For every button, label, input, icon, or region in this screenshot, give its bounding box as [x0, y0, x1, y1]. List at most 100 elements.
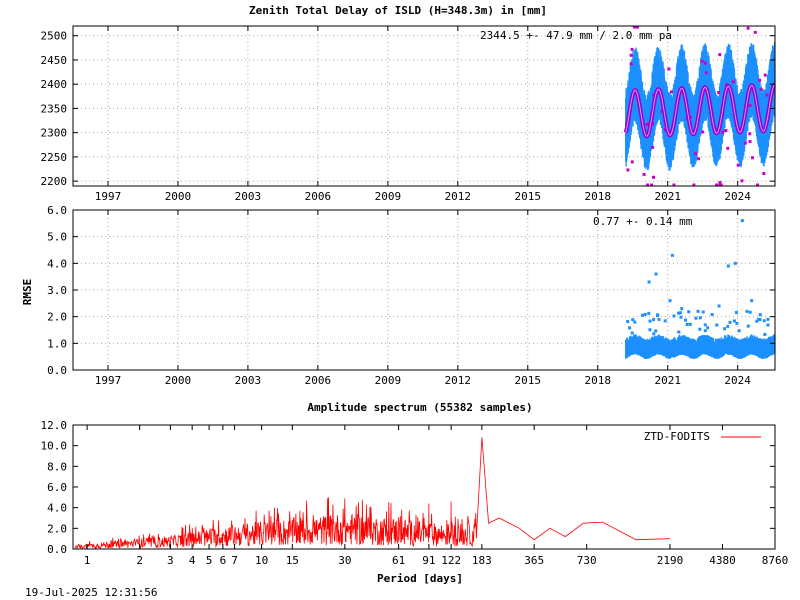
ztd-outlier-mark: [652, 175, 656, 179]
x-tick-label: 2024: [724, 190, 751, 203]
rmse-ylabel: RMSE: [21, 279, 34, 306]
rmse-scatter-mark: [677, 311, 681, 315]
x-tick-label: 2003: [235, 190, 262, 203]
rmse-outlier-mark: [757, 317, 761, 321]
y-tick-label: 4.0: [47, 502, 67, 515]
rmse-outlier-mark: [733, 261, 737, 265]
rmse-scatter-mark: [701, 310, 705, 314]
x-tick-label: 2006: [305, 374, 332, 387]
spectrum-title: Amplitude spectrum (55382 samples): [307, 401, 532, 414]
ztd-outlier-mark: [650, 183, 654, 187]
ztd-outlier-mark: [748, 132, 752, 136]
x-tick-label: 2009: [375, 374, 402, 387]
x-tick-label: 2003: [235, 374, 262, 387]
ztd-outlier-mark: [701, 130, 705, 134]
ztd-outlier-mark: [746, 26, 750, 30]
rmse-scatter-mark: [715, 323, 719, 327]
ztd-outlier-mark: [765, 93, 769, 97]
ztd-outlier-mark: [672, 183, 676, 187]
x-tick-label: 2015: [515, 374, 542, 387]
ztd-outlier-mark: [629, 53, 633, 57]
y-tick-label: 2300: [41, 127, 68, 140]
rmse-scatter-mark: [755, 319, 759, 323]
y-tick-label: 6.0: [47, 481, 67, 494]
ztd-outlier-mark: [759, 88, 763, 92]
x-tick-label: 2018: [585, 190, 612, 203]
y-tick-label: 12.0: [41, 419, 68, 432]
ztd-outlier-mark: [758, 78, 762, 82]
x-tick-label: 365: [524, 554, 544, 567]
ztd-annotation: 2344.5 +- 47.9 mm / 2.0 mm pa: [480, 29, 672, 42]
x-tick-label: 2018: [585, 374, 612, 387]
x-tick-label: 30: [338, 554, 351, 567]
x-tick-label: 2021: [654, 190, 681, 203]
spectrum-xlabel: Period [days]: [377, 572, 463, 585]
ztd-outlier-mark: [763, 73, 767, 77]
rmse-scatter-mark: [626, 320, 630, 324]
y-tick-label: 2200: [41, 175, 68, 188]
rmse-outlier-mark: [670, 253, 674, 257]
y-tick-label: 2.0: [47, 522, 67, 535]
ztd-outlier-mark: [704, 71, 708, 75]
rmse-scatter-mark: [663, 319, 667, 323]
rmse-outlier-mark: [668, 299, 672, 303]
rmse-scatter-mark: [698, 327, 702, 331]
rmse-scatter-mark: [654, 329, 658, 333]
rmse-scatter-mark: [648, 328, 652, 332]
rmse-scatter-mark: [728, 320, 732, 324]
x-tick-label: 6: [220, 554, 227, 567]
ztd-outlier-mark: [667, 67, 671, 71]
ztd-outlier-mark: [718, 180, 722, 184]
ztd-outlier-mark: [748, 140, 752, 144]
x-tick-label: 2012: [445, 374, 472, 387]
rmse-scatter-mark: [688, 322, 692, 326]
y-tick-label: 5.0: [47, 231, 67, 244]
rmse-scatter-mark: [685, 322, 689, 326]
rmse-scatter-mark: [630, 331, 634, 335]
ztd-outlier-mark: [718, 53, 722, 57]
x-tick-label: 2021: [654, 374, 681, 387]
rmse-outlier-mark: [654, 272, 658, 276]
ztd-outlier-mark: [630, 47, 634, 51]
ztd-outlier-mark: [632, 25, 636, 29]
ztd-plot-frame: [72, 25, 776, 187]
rmse-scatter-mark: [657, 317, 661, 321]
y-tick-label: 2.0: [47, 311, 67, 324]
rmse-outlier-mark: [745, 309, 749, 313]
x-tick-label: 730: [577, 554, 597, 567]
x-tick-label: 2006: [305, 190, 332, 203]
rmse-scatter-mark: [758, 313, 762, 317]
rmse-scatter-mark: [703, 323, 707, 327]
rmse-scatter-mark: [655, 314, 659, 318]
y-tick-label: 10.0: [41, 440, 68, 453]
ztd-outlier-mark: [717, 90, 721, 94]
x-tick-label: 3: [167, 554, 174, 567]
x-tick-label: 15: [286, 554, 299, 567]
ztd-outlier-mark: [731, 80, 735, 84]
ztd-outlier-mark: [651, 145, 655, 149]
ztd-outlier-mark: [755, 183, 759, 187]
rmse-outlier-mark: [740, 219, 744, 223]
ztd-outlier-mark: [719, 183, 723, 187]
ztd-outlier-mark: [703, 61, 707, 65]
x-tick-label: 91: [422, 554, 435, 567]
ztd-outlier-mark: [663, 128, 667, 132]
spectrum-line: [74, 437, 671, 550]
x-tick-label: 2024: [724, 374, 751, 387]
ztd-outlier-mark: [635, 25, 639, 29]
x-tick-label: 8760: [762, 554, 789, 567]
rmse-scatter-mark: [679, 315, 683, 319]
rmse-scatter-mark: [698, 316, 702, 320]
ztd-outlier-mark: [670, 90, 674, 94]
rmse-annotation: 0.77 +- 0.14 mm: [593, 215, 693, 228]
rmse-outlier-mark: [766, 317, 770, 321]
ztd-outlier-mark: [697, 157, 701, 161]
rmse-scatter-mark: [633, 320, 637, 324]
ztd-outlier-mark: [646, 183, 650, 187]
ztd-model-line-highlight: [625, 83, 776, 137]
x-tick-label: 1: [84, 554, 91, 567]
rmse-scatter-mark: [648, 319, 652, 323]
ztd-outlier-mark: [751, 156, 755, 160]
x-tick-label: 2190: [657, 554, 684, 567]
